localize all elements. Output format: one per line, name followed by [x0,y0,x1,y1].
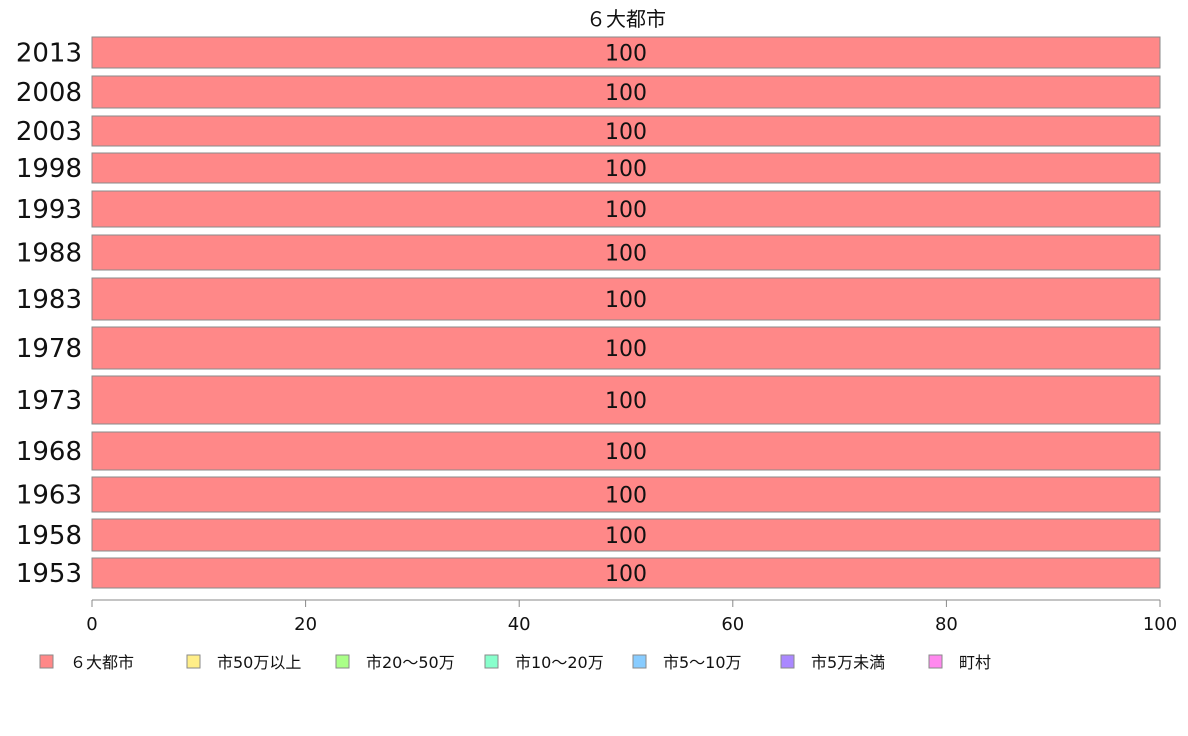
y-tick-label: 1973 [16,386,82,416]
bar-row-1978: 1978 100 [16,326,1161,370]
legend-label: 町村 [959,653,991,672]
bar-segment [91,375,1161,425]
y-tick-label: 1988 [16,239,82,269]
x-axis: 0 20 40 60 80 100 [86,599,1177,635]
data-label: 100 [605,81,647,106]
y-tick-label: 1993 [16,195,82,225]
legend-item: 市5万未満 [780,653,885,672]
bar-segment [91,152,1161,184]
data-label: 100 [605,524,647,549]
bar-segment [91,36,1161,69]
y-tick-label: 1978 [16,334,82,364]
bar-segment [91,518,1161,552]
data-label: 100 [605,198,647,223]
y-tick-label: 1963 [16,481,82,511]
data-label: 100 [605,389,647,414]
bar-row-2003: 2003 100 [16,115,1161,147]
legend-swatch [484,654,499,669]
x-tick-label: 100 [1143,614,1177,635]
legend-item: 町村 [928,653,991,672]
bar-segment [91,431,1161,471]
bar-segment [91,557,1161,589]
bar-row-1988: 1988 100 [16,234,1161,271]
data-label: 100 [605,562,647,587]
legend-item: 市50万以上 [186,653,301,672]
x-tick-label: 80 [935,614,958,635]
legend-label: ６大都市 [70,653,134,672]
bar-segment [91,190,1161,228]
x-tick-label: 20 [294,614,317,635]
y-tick-label: 2013 [16,39,82,69]
bar-row-1983: 1983 100 [16,277,1161,321]
legend-item: 市5〜10万 [632,653,742,672]
chart-title: ６大都市 [586,7,666,31]
bar-segment [91,476,1161,513]
legend-item: 市10〜20万 [484,653,604,672]
y-tick-label: 1953 [16,559,82,589]
x-tick-label: 40 [508,614,531,635]
bar-segment [91,326,1161,370]
legend-item: ６大都市 [39,653,134,672]
bar-row-2013: 2013 100 [16,36,1161,69]
legend-label: 市5〜10万 [663,653,742,672]
bar-row-1993: 1993 100 [16,190,1161,228]
x-tick-label: 60 [721,614,744,635]
bar-row-1953: 1953 100 [16,557,1161,589]
y-tick-label: 1998 [16,154,82,184]
bar-row-2008: 2008 100 [16,75,1161,109]
legend-label: 市50万以上 [217,653,301,672]
legend-label: 市10〜20万 [515,653,604,672]
data-label: 100 [605,157,647,182]
bar-row-1963: 1963 100 [16,476,1161,513]
data-label: 100 [605,242,647,267]
legend-swatch [928,654,943,669]
data-label: 100 [605,440,647,465]
data-label: 100 [605,120,647,145]
legend-label: 市20〜50万 [366,653,455,672]
legend-swatch [39,654,54,669]
y-tick-label: 2003 [16,117,82,147]
bar-segment [91,75,1161,109]
legend-swatch [335,654,350,669]
bar-row-1958: 1958 100 [16,518,1161,552]
bar-segment [91,115,1161,147]
legend-item: 市20〜50万 [335,653,455,672]
data-label: 100 [605,484,647,509]
y-tick-label: 1968 [16,437,82,467]
legend: ６大都市 市50万以上 市20〜50万 市10〜20万 市5〜10万 市5万未満 町村 [39,653,991,672]
y-tick-label: 1983 [16,285,82,315]
data-label: 100 [605,42,647,67]
x-tick-label: 0 [86,614,97,635]
bar-segment [91,234,1161,271]
bar-row-1998: 1998 100 [16,152,1161,184]
y-tick-label: 1958 [16,521,82,551]
legend-swatch [780,654,795,669]
bar-segment [91,277,1161,321]
legend-swatch [186,654,201,669]
y-tick-label: 2008 [16,78,82,108]
legend-label: 市5万未満 [811,653,885,672]
bar-row-1973: 1973 100 [16,375,1161,425]
bar-row-1968: 1968 100 [16,431,1161,471]
legend-swatch [632,654,647,669]
data-label: 100 [605,337,647,362]
data-label: 100 [605,288,647,313]
